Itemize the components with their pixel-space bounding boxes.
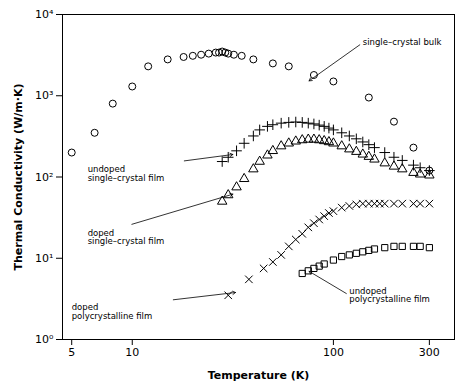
svg-text:10³: 10³: [35, 89, 53, 102]
svg-text:Temperature (K): Temperature (K): [208, 369, 310, 381]
svg-text:10²: 10²: [35, 171, 53, 184]
svg-text:100: 100: [323, 346, 344, 359]
svg-text:dopedsingle–crystal film: dopedsingle–crystal film: [88, 228, 165, 247]
svg-text:Thermal Conductivity (W/m·K): Thermal Conductivity (W/m·K): [12, 84, 25, 271]
svg-text:300: 300: [419, 346, 440, 359]
svg-text:dopedpolycrystalline film: dopedpolycrystalline film: [72, 302, 153, 321]
svg-text:10⁰: 10⁰: [35, 333, 54, 346]
svg-text:single–crystal bulk: single–crystal bulk: [363, 37, 442, 47]
svg-text:undopedsingle–crystal film: undopedsingle–crystal film: [88, 164, 165, 183]
svg-text:undopedpolycrystalline film: undopedpolycrystalline film: [349, 286, 430, 305]
svg-text:5: 5: [68, 346, 75, 359]
svg-text:10⁴: 10⁴: [35, 8, 54, 21]
svg-text:10¹: 10¹: [35, 252, 53, 265]
svg-text:10: 10: [125, 346, 139, 359]
